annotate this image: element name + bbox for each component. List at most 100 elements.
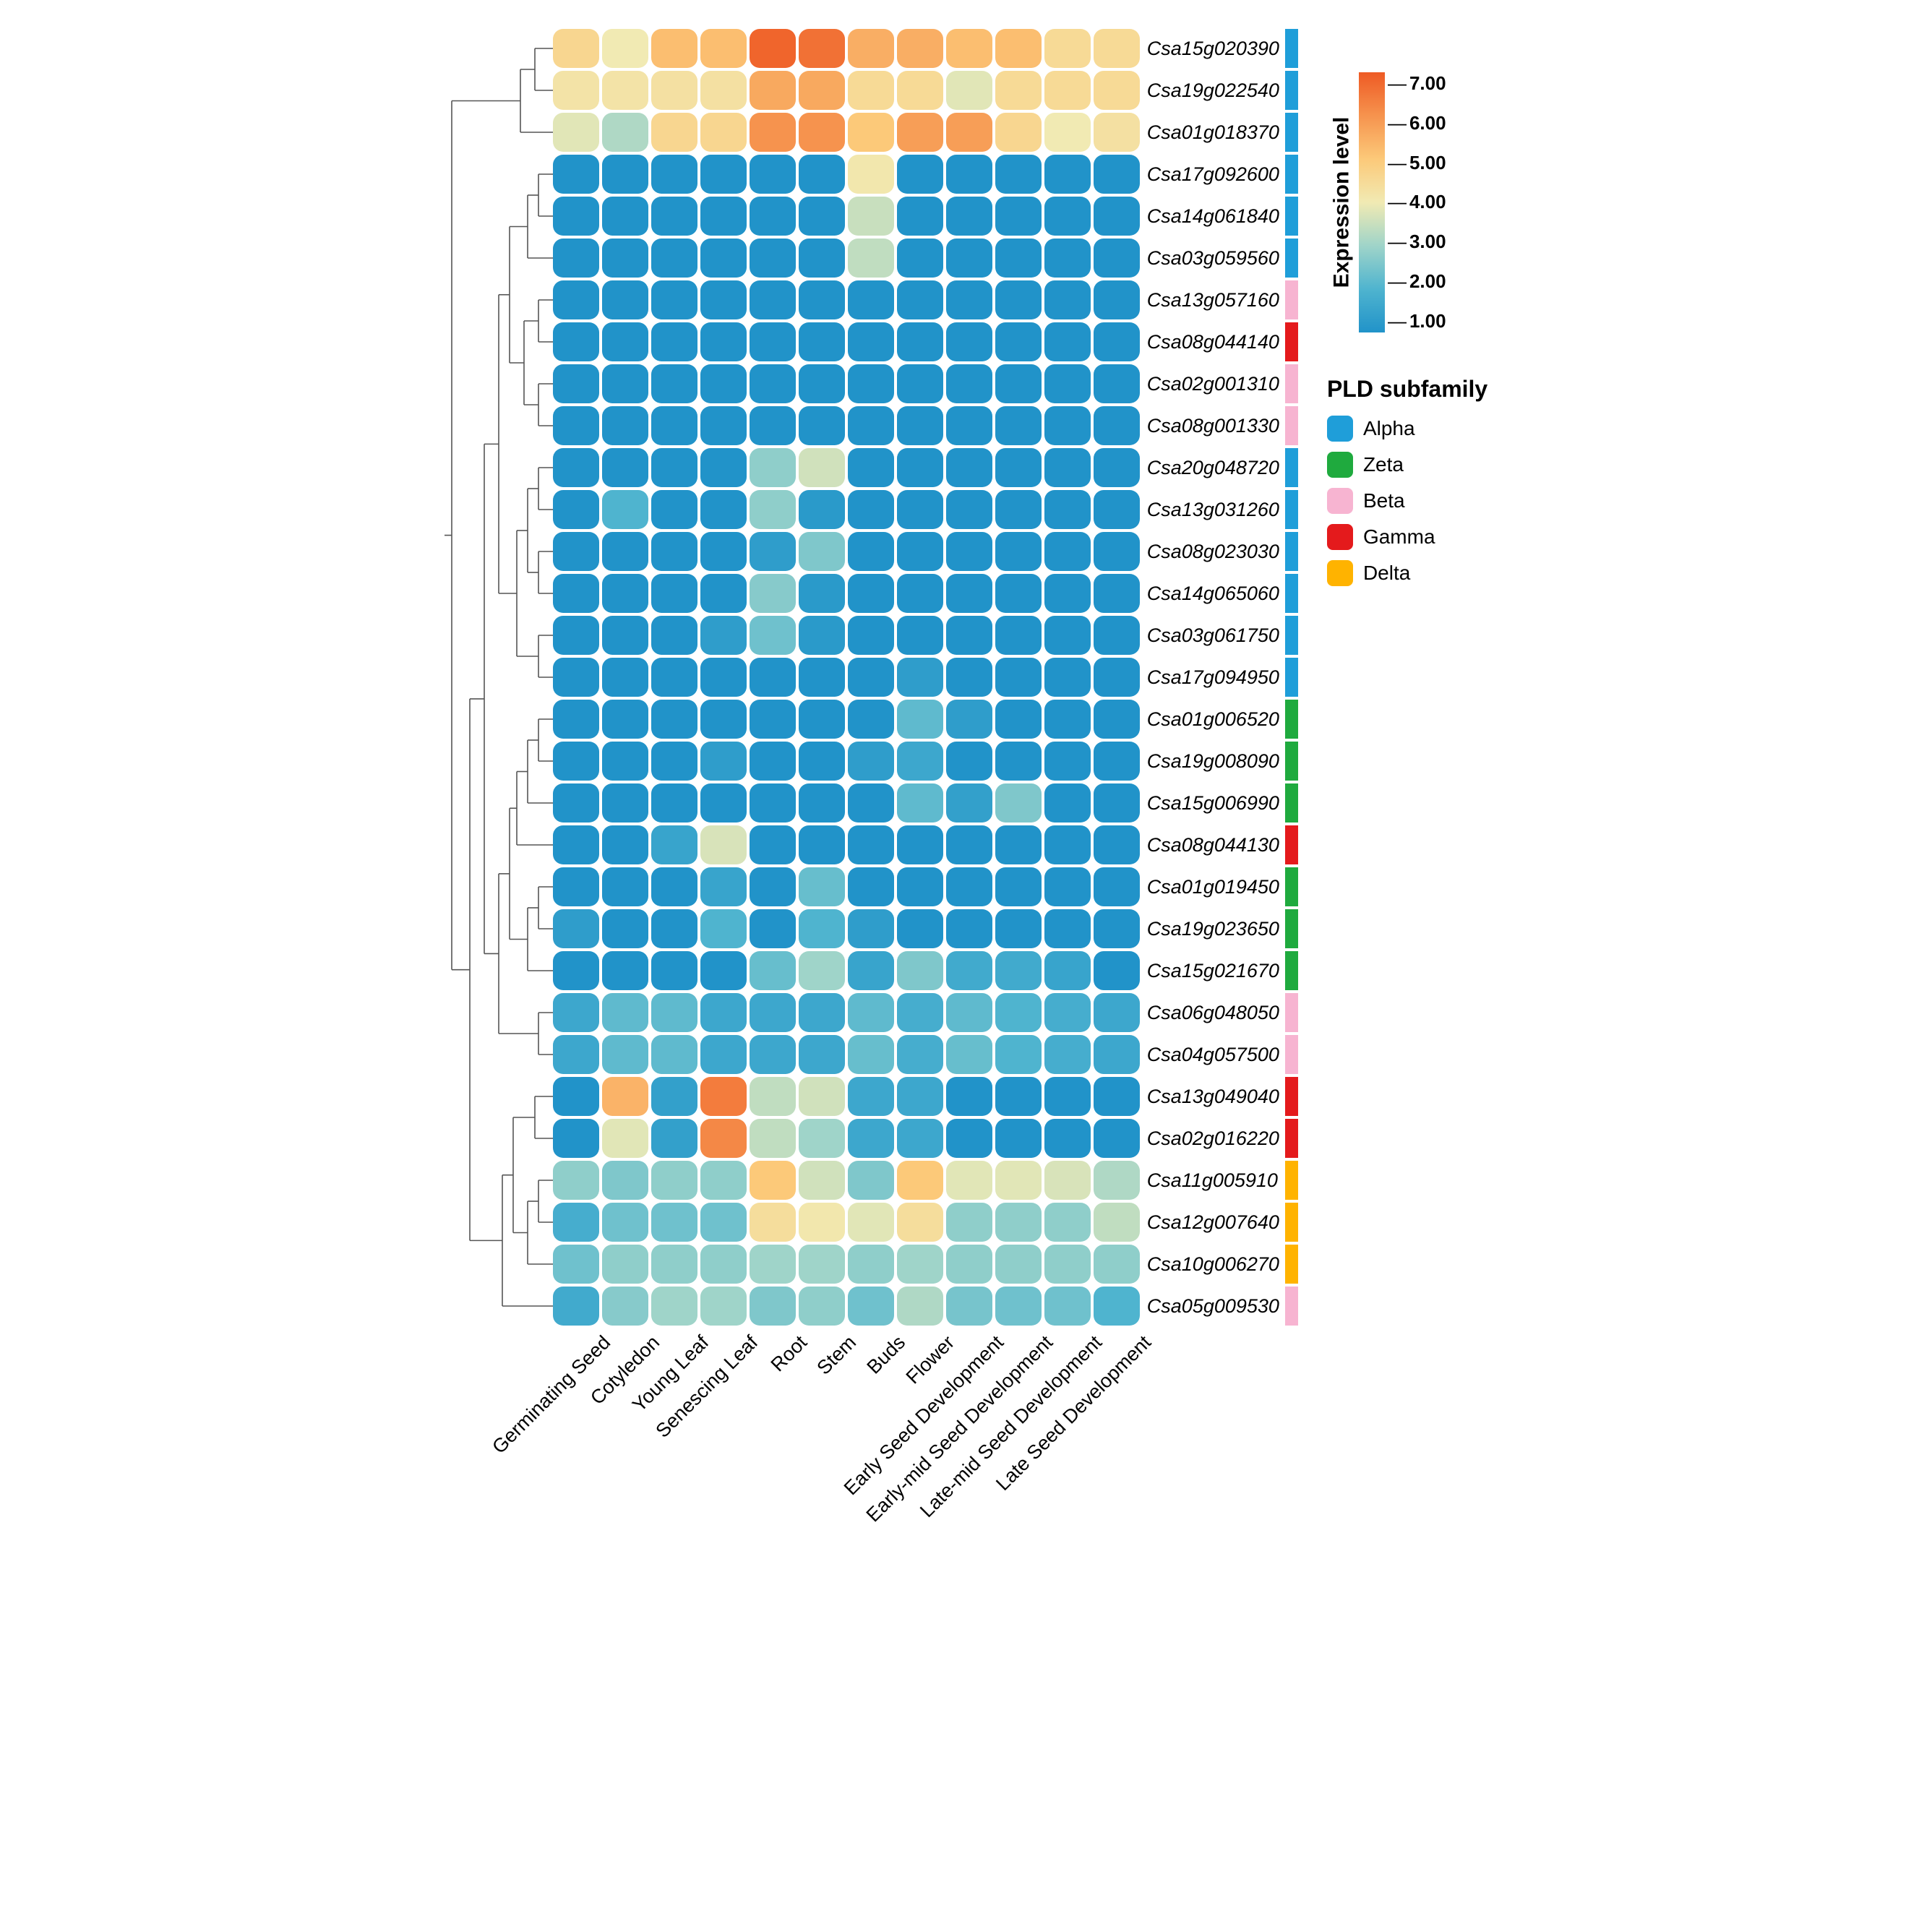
heatmap-cell: [1094, 574, 1140, 613]
heatmap-cell: [995, 155, 1042, 194]
subfamily-mark: [1285, 197, 1298, 236]
heatmap-cell: [1044, 280, 1091, 319]
heatmap-cell: [897, 1245, 943, 1284]
heatmap-cell: [602, 909, 648, 948]
heatmap-cell: [897, 909, 943, 948]
figure-root: Csa15g020390Csa19g022540Csa01g018370Csa1…: [445, 29, 1487, 1534]
heatmap-cell: [602, 239, 648, 278]
heatmap-cell: [946, 909, 992, 948]
heatmap-cell: [946, 742, 992, 781]
heatmap-cell: [946, 1077, 992, 1116]
heatmap-cell: [897, 532, 943, 571]
legend-item: Beta: [1327, 488, 1487, 514]
heatmap-cell: [1094, 1119, 1140, 1158]
row-label: Csa20g048720: [1147, 448, 1279, 487]
heatmap-cell: [897, 197, 943, 236]
heatmap-cell: [995, 239, 1042, 278]
heatmap-cell: [1094, 1161, 1140, 1200]
row-label: Csa10g006270: [1147, 1245, 1279, 1284]
heatmap-cell: [848, 783, 894, 823]
legend-item: Gamma: [1327, 524, 1487, 550]
heatmap-cell: [602, 783, 648, 823]
heatmap-cell: [651, 616, 697, 655]
heatmap-cell: [700, 616, 747, 655]
heatmap-cell: [799, 993, 845, 1032]
heatmap-cell: [700, 867, 747, 906]
heatmap-cell: [897, 322, 943, 361]
heatmap-cell: [1094, 1035, 1140, 1074]
heatmap-cell: [848, 825, 894, 864]
heatmap-cell: [602, 658, 648, 697]
heatmap-cell: [848, 867, 894, 906]
colorbar-tick: 2.00: [1388, 270, 1446, 293]
heatmap-cell: [700, 993, 747, 1032]
heatmap-cell: [1044, 322, 1091, 361]
row-label: Csa19g022540: [1147, 71, 1279, 110]
subfamily-mark: [1285, 783, 1298, 823]
heatmap-cell: [553, 406, 599, 445]
heatmap-cell: [946, 532, 992, 571]
heatmap-cell: [848, 909, 894, 948]
heatmap-cell: [602, 1161, 648, 1200]
heatmap-cell: [946, 700, 992, 739]
heatmap-cell: [1094, 322, 1140, 361]
heatmap-cell: [995, 1035, 1042, 1074]
heatmap-cell: [799, 700, 845, 739]
heatmap-cell: [848, 1203, 894, 1242]
heatmap-cell: [799, 29, 845, 68]
heatmap-cell: [1044, 364, 1091, 403]
heatmap-cell: [946, 113, 992, 152]
legend-swatch: [1327, 488, 1353, 514]
row-label: Csa03g061750: [1147, 616, 1279, 655]
heatmap-cell: [750, 867, 796, 906]
row-label: Csa04g057500: [1147, 1035, 1279, 1074]
heatmap-cell: [553, 742, 599, 781]
heatmap-cell: [995, 825, 1042, 864]
row-label: Csa15g006990: [1147, 783, 1279, 823]
heatmap-cell: [946, 1245, 992, 1284]
heatmap-cell: [897, 364, 943, 403]
heatmap-cell: [799, 783, 845, 823]
heatmap-cell: [946, 448, 992, 487]
row-label: Csa03g059560: [1147, 239, 1279, 278]
heatmap-cell: [651, 532, 697, 571]
heatmap-cell: [1094, 909, 1140, 948]
heatmap-cell: [848, 1035, 894, 1074]
heatmap-cell: [651, 1203, 697, 1242]
heatmap-cell: [700, 1035, 747, 1074]
heatmap-cell: [602, 742, 648, 781]
heatmap-cell: [553, 532, 599, 571]
heatmap-cell: [946, 155, 992, 194]
heatmap-cell: [700, 197, 747, 236]
heatmap-cell: [651, 867, 697, 906]
heatmap-cell: [995, 29, 1042, 68]
heatmap-cell: [750, 239, 796, 278]
heatmap-cell: [1094, 951, 1140, 990]
heatmap-cell: [848, 742, 894, 781]
heatmap-cell: [995, 280, 1042, 319]
heatmap-cell: [1044, 71, 1091, 110]
colorbar-tick: 3.00: [1388, 231, 1446, 253]
heatmap-cell: [848, 322, 894, 361]
heatmap-cell: [848, 658, 894, 697]
heatmap-cell: [602, 616, 648, 655]
heatmap-cell: [602, 1077, 648, 1116]
subfamily-mark: [1285, 658, 1298, 697]
heatmap-cell: [602, 1245, 648, 1284]
heatmap-cell: [651, 1077, 697, 1116]
column-label: Late Seed Development: [1107, 1331, 1173, 1397]
heatmap-cell: [995, 783, 1042, 823]
heatmap-cell: [799, 1119, 845, 1158]
heatmap-cell: [651, 951, 697, 990]
heatmap-cell: [848, 490, 894, 529]
heatmap-cell: [651, 1245, 697, 1284]
heatmap-cell: [750, 658, 796, 697]
heatmap-cell: [799, 658, 845, 697]
heatmap-cell: [750, 700, 796, 739]
heatmap-cell: [1094, 197, 1140, 236]
heatmap-cell: [995, 1203, 1042, 1242]
heatmap-cell: [946, 29, 992, 68]
row-labels: Csa15g020390Csa19g022540Csa01g018370Csa1…: [1147, 29, 1279, 1326]
heatmap-cell: [799, 1035, 845, 1074]
heatmap-cell: [946, 616, 992, 655]
